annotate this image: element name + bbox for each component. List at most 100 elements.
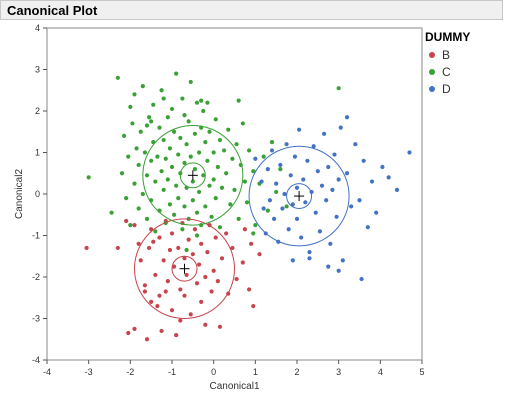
data-point-b <box>165 279 170 284</box>
data-point-b <box>84 245 89 251</box>
data-point-b <box>199 299 204 304</box>
data-point-c <box>124 196 129 201</box>
data-point-b <box>217 324 223 329</box>
data-point-c <box>161 187 166 192</box>
data-point-c <box>134 146 139 151</box>
data-point-c <box>251 231 256 236</box>
data-point-b <box>209 289 214 294</box>
legend-marker-b <box>429 51 435 58</box>
data-point-c <box>161 137 166 143</box>
data-point-c <box>219 185 225 190</box>
data-point-d <box>313 210 318 215</box>
data-point-c <box>211 150 216 155</box>
data-point-c <box>171 212 177 217</box>
data-point-c <box>228 202 233 207</box>
data-point-c <box>132 92 137 97</box>
data-point-c <box>153 229 158 234</box>
data-point-b <box>219 256 225 261</box>
data-point-c <box>221 148 227 153</box>
data-point-d <box>357 198 362 203</box>
x-tick-label: 3 <box>336 367 341 377</box>
data-point-d <box>301 177 306 182</box>
data-point-d <box>336 177 341 182</box>
data-point-c <box>86 175 91 180</box>
data-point-b <box>192 227 198 232</box>
mean-circle-b <box>171 255 198 282</box>
data-point-c <box>217 137 223 143</box>
data-point-c <box>209 214 214 219</box>
data-point-d <box>274 181 279 186</box>
data-point-b <box>242 227 248 232</box>
data-point-d <box>315 169 320 174</box>
data-point-c <box>121 133 127 138</box>
chart-title: Canonical Plot <box>7 3 98 18</box>
data-point-c <box>265 208 270 213</box>
data-point-c <box>232 187 237 192</box>
data-point-c <box>169 164 175 170</box>
data-point-c <box>196 189 202 195</box>
data-point-b <box>224 231 229 236</box>
data-point-c <box>149 158 154 163</box>
data-point-c <box>144 123 150 128</box>
data-point-b <box>126 330 131 336</box>
data-point-c <box>336 86 341 91</box>
data-point-c <box>138 129 143 134</box>
data-point-b <box>205 250 210 255</box>
confidence-circle-c <box>142 125 244 226</box>
data-point-b <box>136 241 141 246</box>
data-point-c <box>190 198 195 203</box>
data-point-c <box>203 204 208 209</box>
data-point-d <box>324 198 329 203</box>
data-point-b <box>213 235 218 240</box>
data-point-d <box>326 264 331 269</box>
x-tick-label: -1 <box>168 367 176 377</box>
data-point-d <box>294 216 300 221</box>
data-point-c <box>169 106 175 112</box>
data-point-c <box>215 164 220 170</box>
title-bar: Canonical Plot <box>0 0 503 20</box>
data-point-c <box>167 202 173 207</box>
confidence-circle-b <box>134 218 235 320</box>
x-tick-label: 4 <box>378 367 383 377</box>
data-point-b <box>169 308 175 313</box>
data-point-c <box>163 156 168 161</box>
data-point-d <box>328 241 333 246</box>
data-point-c <box>174 71 179 76</box>
data-point-c <box>217 225 223 230</box>
data-point-b <box>215 279 220 284</box>
data-point-b <box>142 289 148 294</box>
data-point-d <box>344 115 350 120</box>
data-point-d <box>271 216 277 221</box>
data-point-c <box>126 154 131 159</box>
data-point-d <box>259 179 264 184</box>
data-point-c <box>144 173 150 178</box>
data-point-b <box>251 303 256 309</box>
data-point-d <box>292 154 298 159</box>
data-point-d <box>286 227 291 232</box>
data-point-b <box>115 245 120 251</box>
data-point-b <box>124 218 129 224</box>
mean-circle-c <box>179 162 206 189</box>
data-point-d <box>336 268 341 273</box>
data-point-d <box>340 258 345 263</box>
data-point-d <box>303 200 308 205</box>
data-point-b <box>211 268 216 273</box>
x-tick-label: -2 <box>126 367 134 377</box>
data-point-d <box>374 210 379 215</box>
data-point-d <box>386 175 391 180</box>
legend-item-c: C <box>425 63 470 80</box>
data-point-b <box>184 272 189 278</box>
data-point-b <box>194 281 200 286</box>
data-point-c <box>159 88 164 93</box>
data-point-c <box>136 162 141 168</box>
data-point-b <box>157 235 162 240</box>
data-point-b <box>234 276 239 282</box>
data-point-b <box>146 245 152 251</box>
data-point-c <box>184 247 189 253</box>
data-point-d <box>321 131 327 136</box>
data-point-d <box>349 204 354 209</box>
data-point-c <box>205 100 210 105</box>
data-point-b <box>174 333 179 338</box>
data-point-b <box>142 283 148 288</box>
data-point-c <box>192 131 198 136</box>
